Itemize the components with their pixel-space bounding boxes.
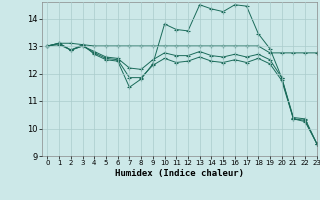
X-axis label: Humidex (Indice chaleur): Humidex (Indice chaleur) bbox=[115, 169, 244, 178]
